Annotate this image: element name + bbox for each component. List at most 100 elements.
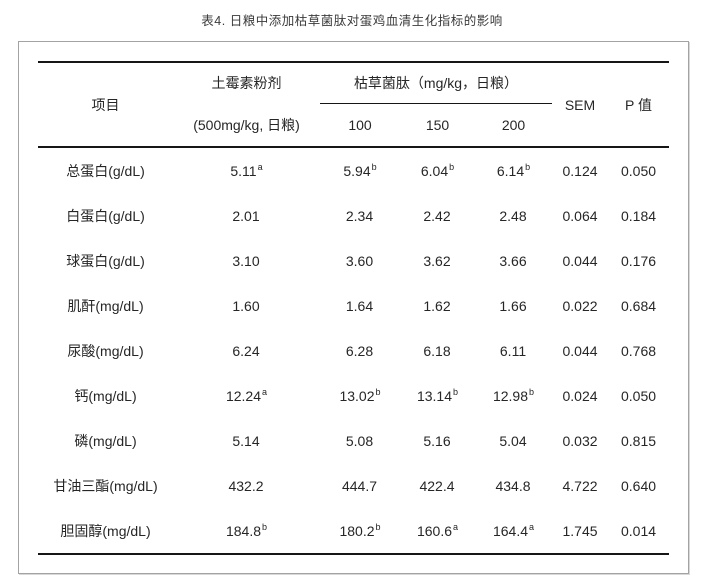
cell-value: 3.10	[232, 252, 260, 269]
row-label: 肌酐(mg/dL)	[67, 297, 144, 314]
table-row-creatinine: 肌酐(mg/dL) 1.60 1.64 1.62 1.66 0.022 0.68…	[38, 283, 669, 328]
sig-superscript: b	[371, 161, 377, 172]
cell-value: 5.08	[345, 432, 374, 449]
cell-value: 2.48	[499, 207, 527, 224]
cell-value: 1.60	[232, 297, 260, 314]
header-row-2: (500mg/kg, 日粮) 100 150 200	[38, 104, 669, 148]
value-200: 12.98b	[475, 373, 552, 418]
cell-value: 13.14	[416, 387, 453, 404]
value-100: 180.2b	[320, 508, 400, 554]
cell-value: 5.16	[423, 432, 451, 449]
cell-value: 2.01	[232, 207, 260, 224]
row-label: 总蛋白(g/dL)	[38, 146, 173, 193]
col-header-peptide-group: 枯草菌肽（mg/kg，日粮）	[320, 62, 553, 104]
value-sem: 0.124	[552, 146, 609, 193]
row-label: 尿酸(mg/dL)	[67, 342, 144, 359]
value-sem: 0.032	[562, 432, 598, 449]
value-otc: 5.11a	[173, 146, 320, 193]
cell-value: 434.8	[495, 477, 531, 494]
cell-value: 1.62	[423, 297, 451, 314]
sig-superscript: b	[529, 386, 535, 397]
col-header-sem: SEM	[564, 96, 596, 113]
value-otc: 5.14	[173, 418, 320, 463]
sig-superscript: b	[375, 521, 381, 532]
sig-superscript: a	[529, 521, 535, 532]
table-row-albumin: 白蛋白(g/dL) 2.01 2.34 2.42 2.48 0.064 0.18…	[38, 193, 669, 238]
table-title: 表4. 日粮中添加枯草菌肽对蛋鸡血清生化指标的影响	[201, 14, 503, 28]
value-200: 2.48	[475, 193, 552, 238]
cell-value: 3.62	[423, 252, 451, 269]
table-row-phosphorus: 磷(mg/dL) 5.14 5.08 5.16 5.04 0.032 0.815	[38, 418, 669, 463]
value-otc: 6.24	[173, 328, 320, 373]
value-p: 0.684	[620, 297, 657, 314]
cell-value: 6.18	[423, 342, 451, 359]
value-otc: 1.60	[173, 283, 320, 328]
value-200: 164.4a	[475, 508, 552, 554]
row-label: 磷(mg/dL)	[74, 432, 137, 449]
cell-value: 160.6	[416, 522, 453, 539]
value-200: 1.66	[475, 283, 552, 328]
row-label: 甘油三酯(mg/dL)	[53, 477, 158, 494]
cell-value: 12.98	[492, 387, 529, 404]
value-p: 0.815	[620, 432, 657, 449]
value-150: 6.18	[400, 328, 475, 373]
value-p: 0.768	[620, 342, 657, 359]
value-p: 0.050	[608, 146, 670, 193]
value-sem: 1.745	[562, 522, 598, 539]
value-otc: 184.8b	[173, 508, 320, 554]
sig-superscript: b	[262, 521, 268, 532]
cell-value: 5.11	[230, 162, 257, 179]
cell-value: 2.42	[423, 207, 451, 224]
sig-superscript: b	[375, 386, 381, 397]
col-header-otc-name: 土霉素粉剂	[211, 75, 282, 92]
cell-value: 5.04	[499, 432, 527, 449]
col-header-dose-200: 200	[501, 117, 526, 133]
cell-value: 5.14	[232, 432, 260, 449]
row-label: 胆固醇(mg/dL)	[60, 522, 151, 539]
value-100: 5.08	[320, 418, 400, 463]
col-header-item: 项目	[91, 96, 120, 113]
sig-superscript: a	[453, 521, 459, 532]
value-150: 5.16	[400, 418, 475, 463]
value-100: 3.60	[320, 238, 400, 283]
header-row-1: 项目 土霉素粉剂 枯草菌肽（mg/kg，日粮） SEM P 值	[38, 62, 669, 113]
sig-superscript: a	[257, 161, 263, 172]
cell-value: 2.34	[345, 207, 374, 224]
value-sem: 0.044	[562, 342, 598, 359]
value-otc: 3.10	[173, 238, 320, 283]
value-sem: 0.064	[562, 207, 598, 224]
value-200: 5.04	[475, 418, 552, 463]
cell-value: 1.64	[345, 297, 374, 314]
value-150: 1.62	[400, 283, 475, 328]
table-row-triglycerides: 甘油三酯(mg/dL) 432.2 444.7 422.4 434.8 4.72…	[38, 463, 669, 508]
table-row-cholesterol: 胆固醇(mg/dL) 184.8b 180.2b 160.6a 164.4a 1…	[38, 508, 669, 554]
cell-value: 3.66	[499, 252, 527, 269]
value-100: 13.02b	[320, 373, 400, 418]
value-sem: 4.722	[562, 477, 598, 494]
value-100: 1.64	[320, 283, 400, 328]
value-150: 160.6a	[400, 508, 475, 554]
cell-value: 1.66	[499, 297, 527, 314]
cell-value: 12.24	[225, 387, 262, 404]
row-label: 白蛋白(g/dL)	[66, 207, 145, 224]
value-150: 6.04b	[400, 146, 475, 193]
col-header-otc-dose: (500mg/kg, 日粮)	[193, 116, 300, 133]
value-otc: 12.24a	[173, 373, 320, 418]
cell-value: 3.60	[345, 252, 374, 269]
cell-value: 422.4	[419, 477, 455, 494]
value-sem: 0.044	[562, 252, 598, 269]
value-200: 3.66	[475, 238, 552, 283]
cell-value: 432.2	[228, 477, 264, 494]
value-sem: 0.022	[562, 297, 598, 314]
cell-value: 6.24	[232, 342, 260, 359]
value-p: 0.640	[620, 477, 657, 494]
cell-value: 180.2	[339, 522, 375, 539]
cell-value: 184.8	[225, 522, 262, 539]
row-label: 钙(mg/dL)	[74, 387, 137, 404]
cell-value: 6.28	[345, 342, 374, 359]
col-header-pvalue: P 值	[625, 96, 652, 113]
value-100: 6.28	[320, 328, 400, 373]
sig-superscript: a	[262, 386, 268, 397]
value-150: 2.42	[400, 193, 475, 238]
